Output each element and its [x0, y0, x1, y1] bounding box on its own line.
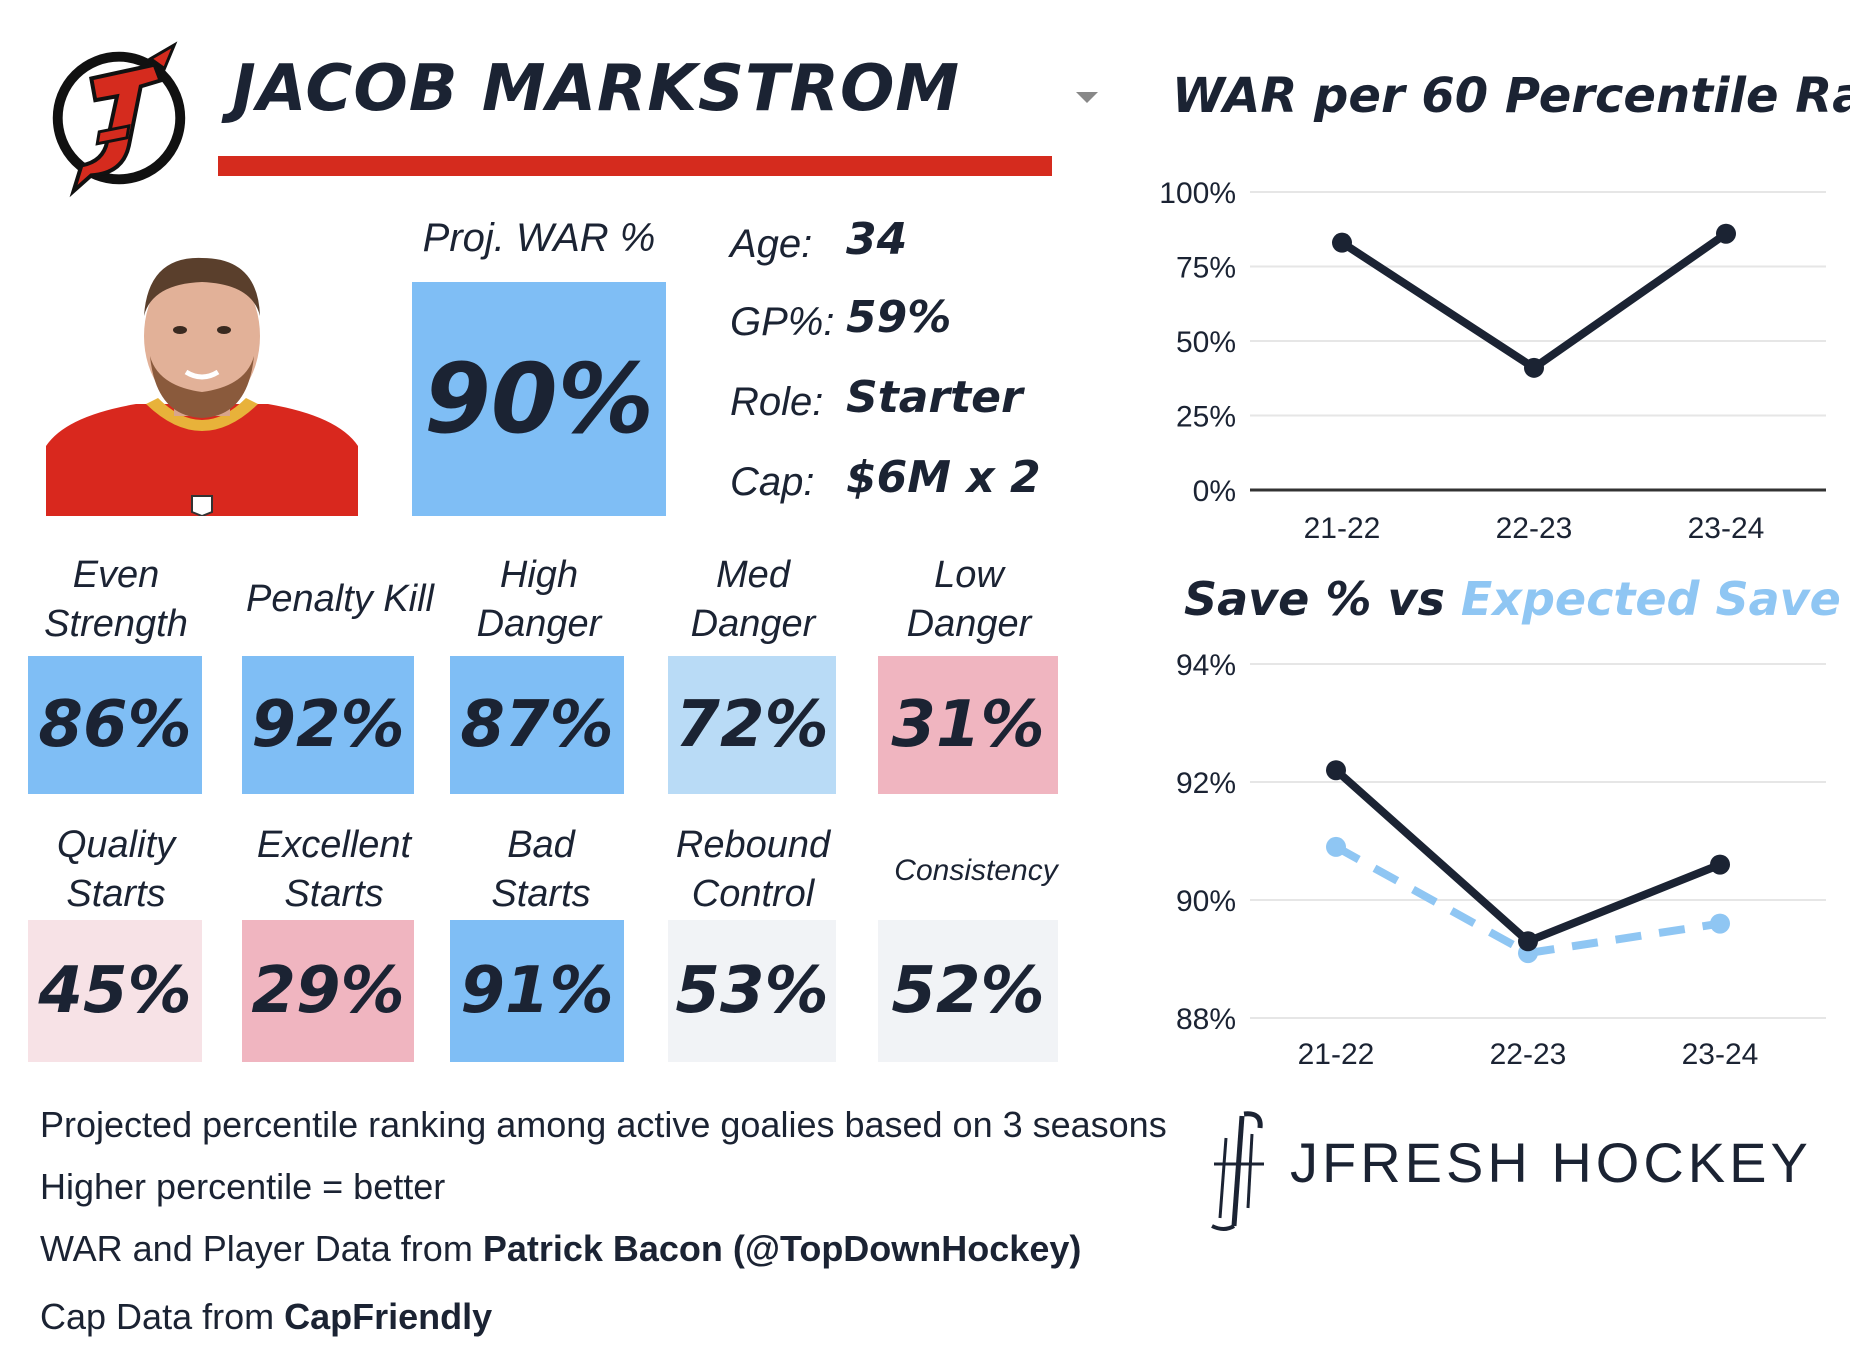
- data-point: [1518, 931, 1538, 952]
- series-line: [1333, 767, 1722, 946]
- x-tick-label: 22-23: [1496, 512, 1573, 545]
- x-tick-label: 23-24: [1682, 1038, 1759, 1071]
- stat-box-rebound-control: 53%: [668, 920, 836, 1062]
- gp-value: 59%: [846, 292, 952, 343]
- stat-box-low-danger: 31%: [878, 656, 1058, 794]
- footer-line3-prefix: WAR and Player Data from: [40, 1228, 483, 1269]
- data-point: [1716, 223, 1736, 244]
- stat-label-med-danger: Med Danger: [690, 553, 816, 645]
- proj-war-label: Proj. WAR %: [422, 216, 656, 260]
- stat-box-med-danger: 72%: [668, 656, 836, 794]
- stat-value-rebound-control: 53%: [675, 954, 829, 1028]
- data-point: [1524, 357, 1544, 378]
- y-tick-label: 75%: [1176, 252, 1236, 285]
- stat-box-bad-starts: 91%: [450, 920, 624, 1062]
- stat-box-quality-starts: 45%: [28, 920, 202, 1062]
- chart1-title: WAR per 60 Percentile Rank: [1172, 68, 1850, 124]
- footer-line3-source: Patrick Bacon (@TopDownHockey): [482, 1228, 1082, 1269]
- stat-value-even-strength: 86%: [38, 688, 192, 762]
- x-tick-label: 21-22: [1304, 512, 1381, 545]
- stat-label-penalty-kill: Penalty Kill: [246, 578, 434, 621]
- footer-line3: WAR and Player Data from Patrick Bacon (…: [40, 1228, 1081, 1270]
- stat-label-even-strength: Even Strength: [44, 553, 188, 645]
- y-tick-label: 100%: [1159, 177, 1236, 210]
- stat-box-consistency: 52%: [878, 920, 1058, 1062]
- chart2-title-part1: Save % vs: [1184, 572, 1461, 626]
- brand-logo-icon: [1211, 1111, 1264, 1231]
- series-line: [1339, 230, 1729, 372]
- chart2-title-part2: Expected Save %: [1460, 572, 1850, 626]
- footer-line2: Higher percentile = better: [40, 1166, 446, 1207]
- dropdown-arrow-icon[interactable]: [1076, 92, 1098, 103]
- gp-label: GP%:: [730, 300, 835, 344]
- y-tick-label: 88%: [1176, 1003, 1236, 1036]
- devils-logo: [52, 41, 186, 198]
- stat-label-consistency: Consistency: [894, 853, 1058, 887]
- brand-name: JFRESH HOCKEY: [1290, 1131, 1812, 1194]
- stat-box-excellent-starts: 29%: [242, 920, 414, 1062]
- age-label: Age:: [730, 222, 813, 266]
- chart2-title: Save % vs Expected Save %: [1184, 572, 1850, 626]
- stat-label-low-danger: Low Danger: [906, 553, 1032, 645]
- war-percentile-chart: 0% 25% 50% 75% 100% 21-22 22-23 23-24: [1159, 177, 1826, 545]
- footer-line1: Projected percentile ranking among activ…: [40, 1104, 1167, 1145]
- y-tick-label: 94%: [1176, 649, 1236, 682]
- stat-value-bad-starts: 91%: [460, 954, 614, 1028]
- y-tick-label: 92%: [1176, 767, 1236, 800]
- stat-value-quality-starts: 45%: [38, 954, 192, 1028]
- player-photo: [46, 257, 358, 516]
- cap-value: $6M x 2: [846, 452, 1041, 503]
- stat-box-even-strength: 86%: [28, 656, 202, 794]
- data-point: [1326, 836, 1346, 857]
- stat-value-penalty-kill: 92%: [251, 688, 405, 762]
- proj-war-value: 90%: [424, 343, 654, 455]
- data-point: [1332, 232, 1352, 253]
- stat-label-quality-starts: Quality Starts: [56, 823, 176, 915]
- footer-line4-source: CapFriendly: [284, 1296, 493, 1337]
- x-tick-label: 22-23: [1490, 1038, 1567, 1071]
- player-name: JACOB MARKSTROM: [232, 52, 961, 126]
- y-tick-label: 0%: [1193, 475, 1236, 508]
- stat-value-low-danger: 31%: [891, 688, 1045, 762]
- stat-label-bad-starts: Bad Starts: [491, 823, 591, 915]
- stat-value-high-danger: 87%: [460, 688, 614, 762]
- save-pct-chart: 88% 90% 92% 94% 21-22 22-23 23-24: [1176, 649, 1826, 1071]
- role-value: Starter: [846, 372, 1023, 423]
- y-tick-label: 25%: [1176, 401, 1236, 434]
- cap-label: Cap:: [730, 460, 815, 504]
- x-tick-label: 23-24: [1688, 512, 1765, 545]
- data-point: [1710, 854, 1730, 875]
- stat-label-excellent-starts: Excellent Starts: [256, 823, 412, 915]
- stat-value-med-danger: 72%: [675, 688, 829, 762]
- stat-label-rebound-control: Rebound Control: [675, 823, 831, 915]
- footer-line4: Cap Data from CapFriendly: [40, 1296, 492, 1338]
- y-tick-label: 50%: [1176, 326, 1236, 359]
- data-point: [1710, 913, 1730, 934]
- age-value: 34: [846, 214, 908, 265]
- stat-box-high-danger: 87%: [450, 656, 624, 794]
- footer-line4-prefix: Cap Data from: [40, 1296, 285, 1337]
- stat-value-excellent-starts: 29%: [251, 954, 405, 1028]
- name-underline: [218, 156, 1052, 176]
- role-label: Role:: [730, 380, 824, 424]
- proj-war-box: 90%: [412, 282, 666, 516]
- data-point: [1326, 760, 1346, 781]
- stat-box-penalty-kill: 92%: [242, 656, 414, 794]
- y-tick-label: 90%: [1176, 885, 1236, 918]
- stat-value-consistency: 52%: [891, 954, 1045, 1028]
- x-tick-label: 21-22: [1298, 1038, 1375, 1071]
- stat-label-high-danger: High Danger: [476, 553, 602, 645]
